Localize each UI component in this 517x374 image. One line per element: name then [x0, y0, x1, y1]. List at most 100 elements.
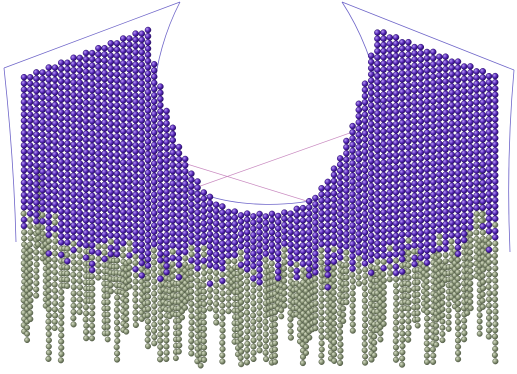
bead-purple — [33, 217, 40, 225]
bead-fringe — [163, 331, 170, 338]
bead-fringe — [163, 318, 170, 325]
bead-purple — [374, 134, 381, 142]
bead-purple — [467, 143, 474, 151]
bead-purple — [256, 223, 263, 230]
bead-purple — [76, 184, 84, 192]
bead-purple — [206, 206, 214, 213]
bead-fringe — [200, 350, 208, 357]
bead-purple — [126, 146, 133, 154]
bead-purple — [436, 115, 443, 123]
bead-purple — [126, 202, 133, 210]
bead-purple — [374, 85, 381, 92]
bead-purple — [460, 63, 468, 70]
bead-purple — [157, 207, 164, 214]
bead-purple — [324, 234, 332, 241]
bead-purple — [380, 60, 387, 67]
bead-purple — [82, 93, 90, 100]
bead-purple — [479, 80, 487, 87]
bead-purple — [380, 103, 387, 111]
bead-purple — [88, 266, 96, 274]
bead-fringe — [201, 270, 208, 277]
bead-purple — [274, 262, 282, 269]
bead-purple — [398, 132, 406, 139]
bead-fringe — [33, 255, 40, 262]
bead-purple — [305, 259, 313, 267]
bead-purple — [45, 89, 53, 96]
bead-purple — [51, 126, 59, 133]
bead-fringe — [89, 322, 96, 329]
bead-fringe — [126, 258, 133, 265]
bead-fringe — [343, 292, 350, 300]
bead-purple — [324, 228, 332, 235]
bead-purple — [485, 209, 493, 216]
bead-purple — [386, 164, 394, 171]
bead-purple — [460, 94, 468, 101]
bead-purple — [119, 134, 127, 141]
bead-fringe — [256, 322, 263, 329]
bead-fringe — [455, 356, 462, 363]
bead-purple — [33, 143, 40, 151]
bead-fringe — [392, 344, 400, 351]
bead-purple — [355, 181, 363, 188]
bead-purple — [374, 196, 381, 204]
bead-purple — [256, 278, 263, 286]
bead-fringe — [27, 223, 34, 230]
bead-purple — [70, 54, 77, 62]
bead-purple — [318, 216, 325, 223]
bead-purple — [411, 149, 418, 156]
bead-purple — [150, 116, 158, 124]
bead-purple — [132, 92, 139, 99]
bead-purple — [442, 84, 449, 91]
bead-fringe — [231, 258, 238, 265]
bead-purple — [88, 260, 96, 268]
bead-purple — [144, 94, 152, 102]
bead-fringe — [70, 271, 77, 278]
bead-purple — [479, 161, 487, 168]
bead-purple — [305, 210, 313, 217]
bead-purple — [429, 240, 437, 248]
bead-purple — [454, 138, 462, 146]
bead-purple — [45, 151, 53, 158]
bead-purple — [194, 215, 201, 222]
bead-fringe — [318, 247, 325, 254]
bead-fringe — [188, 251, 195, 258]
bead-purple — [70, 246, 77, 254]
bead-fringe — [340, 311, 347, 318]
bead-purple — [144, 88, 152, 96]
bead-fringe — [188, 344, 195, 351]
bead-purple — [243, 216, 251, 224]
bead-purple — [460, 218, 468, 225]
bead-purple — [126, 153, 133, 160]
bead-fringe — [114, 350, 121, 357]
bead-fringe — [151, 327, 158, 334]
bead-purple — [82, 186, 90, 193]
bead-purple — [51, 76, 59, 84]
bead-fringe — [89, 254, 96, 261]
bead-purple — [405, 63, 412, 71]
bead-purple — [26, 136, 34, 143]
bead-purple — [343, 187, 350, 194]
bead-fringe — [95, 274, 102, 281]
bead-purple — [163, 138, 170, 146]
bead-purple — [144, 156, 152, 164]
bead-fringe — [312, 294, 319, 301]
bead-purple — [20, 92, 28, 100]
bead-purple — [448, 219, 456, 227]
bead-purple — [423, 209, 431, 217]
bead-fringe — [219, 290, 226, 297]
bead-purple — [88, 56, 96, 63]
bead-purple — [163, 200, 170, 208]
bead-fringe — [405, 311, 412, 319]
bead-purple — [132, 172, 139, 180]
bead-fringe — [492, 302, 499, 309]
bead-purple — [101, 44, 108, 52]
bead-fringe — [331, 308, 338, 315]
bead-purple — [126, 233, 133, 241]
bead-purple — [349, 135, 356, 142]
bead-purple — [343, 174, 350, 182]
bead-purple — [119, 159, 127, 166]
bead-purple — [293, 273, 301, 281]
bead-fringe — [361, 322, 369, 329]
bead-purple — [144, 200, 152, 207]
bead-purple — [367, 151, 375, 159]
